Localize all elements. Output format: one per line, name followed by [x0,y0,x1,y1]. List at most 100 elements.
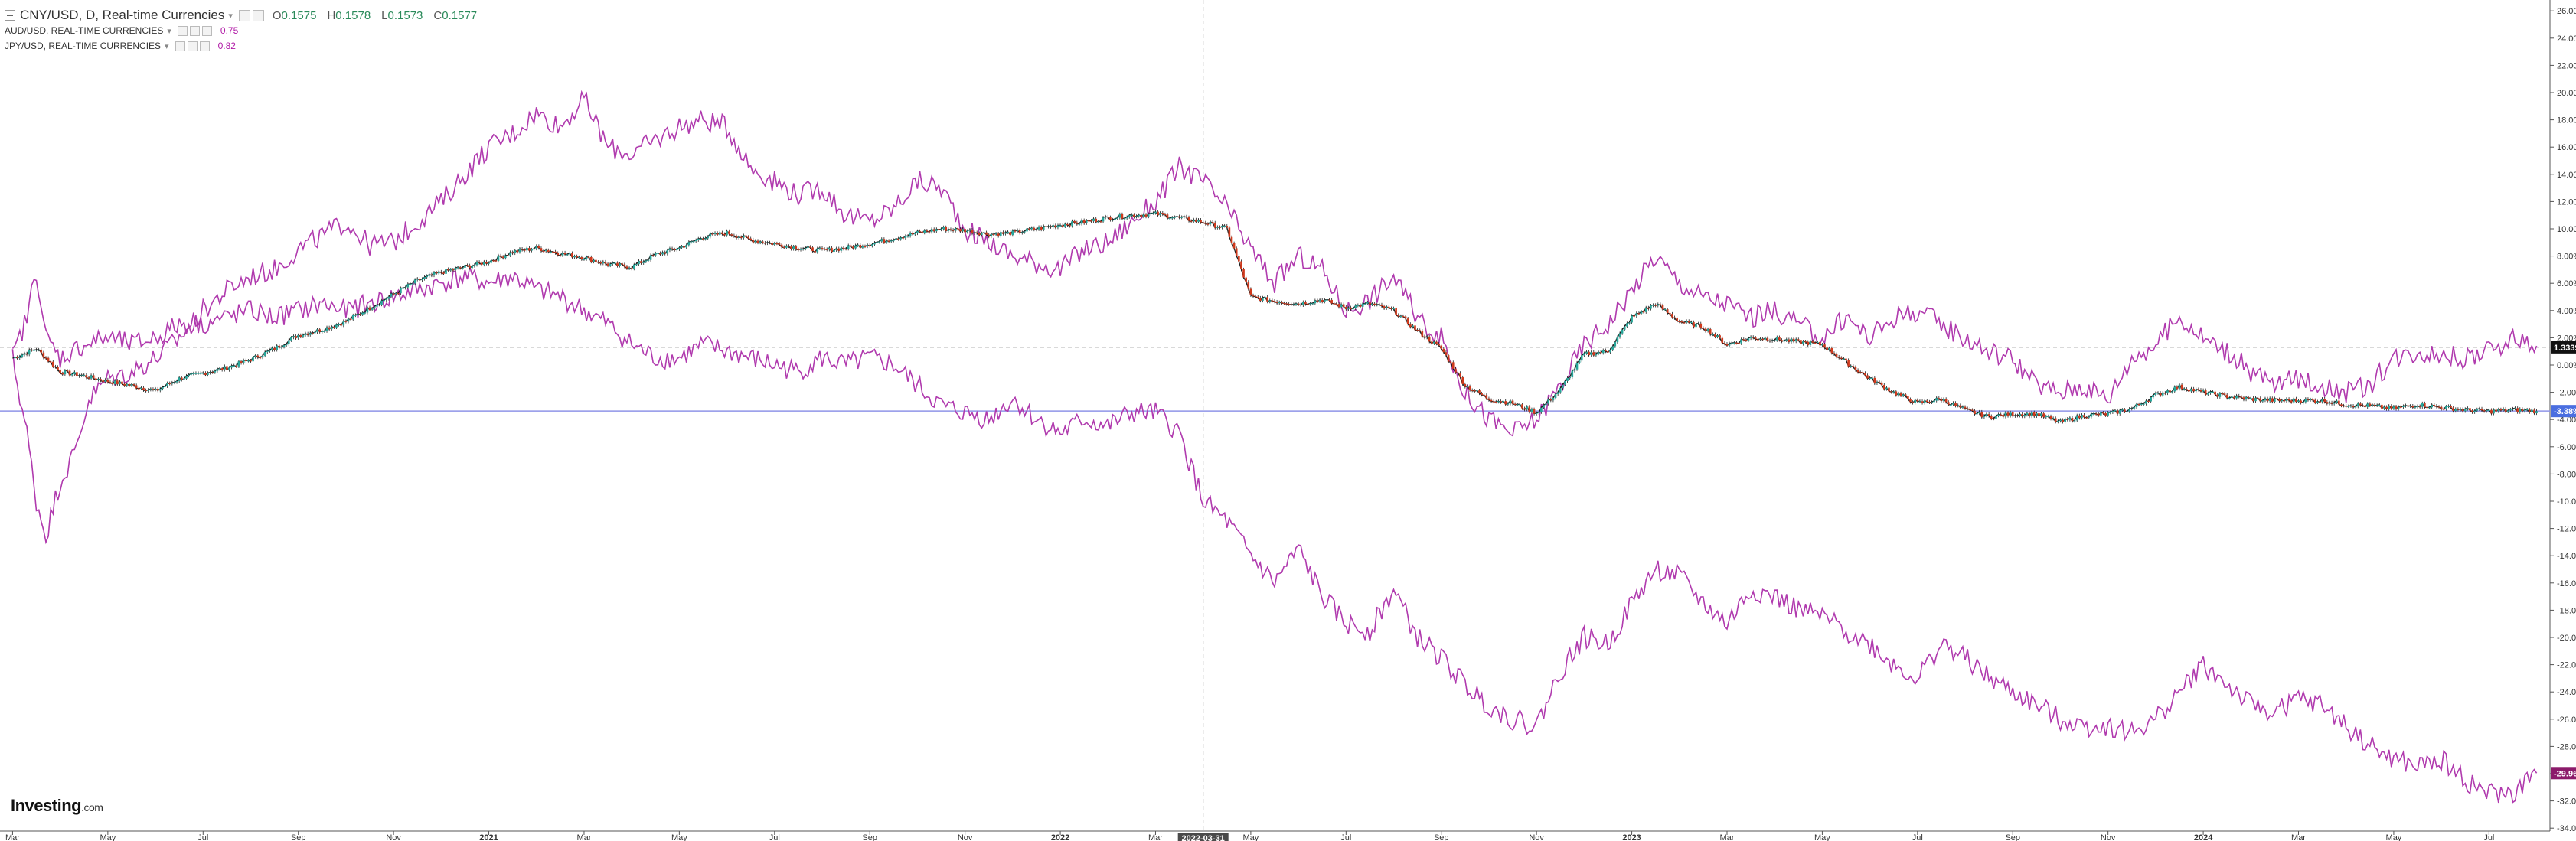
visibility-toggle-icon[interactable] [175,41,185,51]
candle-up [483,262,485,266]
candle-up [509,252,511,256]
chevron-down-icon[interactable]: ▾ [165,41,169,51]
candle-down [2426,406,2428,409]
candle-up [835,248,837,250]
candle-down [1861,372,1864,373]
candle-up [2463,409,2467,412]
chevron-down-icon[interactable]: ▾ [167,26,171,36]
candle-down [1666,309,1669,313]
logo-suffix: .com [81,801,103,813]
candle-up [632,264,635,269]
visibility-toggle-icon[interactable] [238,9,250,21]
candle-up [649,255,652,260]
open-label: O [272,8,282,22]
series-line-aud-usd [11,90,2538,545]
y-tick-label: 12.00% [2557,197,2576,207]
candle-down [1513,403,1517,405]
candle-up [1159,213,1161,216]
candle-up [2525,409,2529,411]
candle-up [1983,416,1986,417]
candle-up [2414,406,2417,408]
candle-down [997,233,1000,236]
candle-down [1642,311,1645,313]
collapse-legend-icon[interactable] [5,10,15,21]
candle-down [116,380,119,385]
settings-icon[interactable] [187,41,198,51]
candle-up [773,243,776,245]
candle-down [68,370,71,376]
candle-up [175,381,178,383]
candle-up [2375,405,2378,406]
candle-up [2026,412,2029,416]
x-tick-label: Jul [1340,833,1351,841]
candle-up [713,233,717,234]
candle-up [1876,382,1879,383]
candle-down [651,255,655,256]
close-icon[interactable] [201,25,212,36]
settings-icon[interactable] [189,25,200,36]
candle-up [690,241,693,243]
candle-down [1088,220,1090,222]
legend-compare-jpy[interactable]: JPY/USD, REAL-TIME CURRENCIES ▾ 0.82 [5,38,488,54]
x-tick-label: Jul [198,833,208,841]
y-tick-label: 8.00% [2557,253,2576,262]
candle-up [1026,228,1028,232]
y-tick-label: -18.00% [2557,606,2576,615]
candle-up [2019,414,2021,416]
chevron-down-icon[interactable]: ▾ [228,11,233,21]
candle-down [778,243,781,245]
candle-down [2385,406,2388,409]
x-tick-label: Nov [1529,833,1544,841]
close-icon[interactable] [199,41,210,51]
candle-down [623,264,626,267]
candle-up [866,245,869,247]
candle-up [488,262,490,264]
candle-up [1152,213,1154,214]
candle-up [230,365,233,368]
candle-down [111,382,114,385]
candle-up [1740,339,1742,344]
legend-main-row[interactable]: CNY/USD, D, Real-time Currencies ▾ O0.15… [5,8,488,23]
candle-down [1383,305,1386,308]
candle-up [192,373,195,375]
candle-down [2271,398,2274,402]
candle-down [1440,345,1443,349]
candle-up [437,271,440,274]
candle-down [1678,321,1681,322]
candle-down [523,249,526,251]
candle-down [1738,343,1740,344]
candle-down [1954,403,1957,406]
candle-down [156,388,159,391]
candle-up [1554,394,1557,399]
candle-down [659,253,661,255]
legend-compare-aud[interactable]: AUD/USD, REAL-TIME CURRENCIES ▾ 0.75 [5,23,488,38]
candle-up [602,262,605,264]
candle-up [754,240,757,243]
candle-down [1297,303,1300,305]
candle-up [526,247,528,251]
settings-icon[interactable] [252,9,264,21]
candle-down [945,227,948,231]
candle-down [1390,308,1392,309]
candle-up [2402,406,2405,407]
candle-down [2278,399,2281,401]
candle-up [1278,302,1281,304]
y-tick-label: 26.00% [2557,7,2576,16]
y-tick-label: -20.00% [2557,634,2576,643]
x-tick-label: Jul [1912,833,1923,841]
candle-down [1195,219,1197,222]
candle-up [2133,406,2136,409]
investing-logo[interactable]: Investing.com [11,796,103,816]
price-badge [2551,767,2576,780]
candle-down [392,293,395,295]
candle-down [1161,213,1164,214]
candle-up [456,267,459,269]
candle-down [563,253,566,255]
candle-down [492,260,495,262]
visibility-toggle-icon[interactable] [177,25,188,36]
candle-up [1821,344,1823,346]
candle-down [85,375,88,378]
candle-up [1923,400,1926,403]
candle-up [2090,413,2093,417]
